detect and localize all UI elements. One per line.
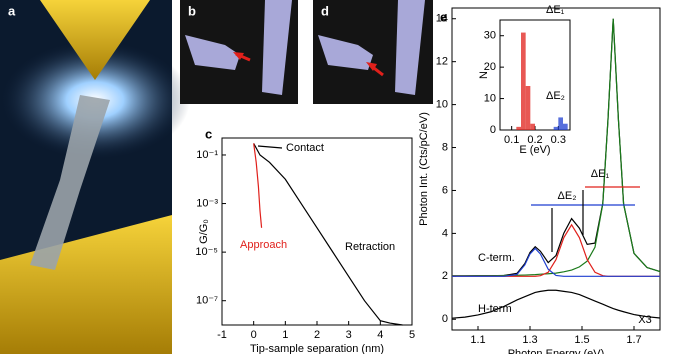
plot-frame [451, 7, 661, 331]
y-tick-label: 10⁻⁵ [195, 246, 218, 258]
x-axis-label: E (eV) [519, 144, 550, 156]
arrow [257, 145, 283, 149]
series-label: H-term [478, 303, 512, 315]
y-tick-label: 10⁻¹ [196, 149, 218, 161]
panel-d-image: d [313, 0, 433, 104]
annotation: X3 [638, 314, 651, 326]
x-tick-label: 1.7 [626, 334, 641, 346]
x-tick-label: 1 [282, 329, 288, 341]
y-tick-label: 20 [484, 61, 496, 73]
x-tick-label: -1 [217, 329, 227, 341]
y-tick-label: 10⁻³ [196, 197, 218, 209]
y-tick-label: 14 [436, 13, 448, 25]
series-label: Retraction [345, 241, 395, 253]
x-tick-label: 0.1 [504, 134, 519, 146]
panel-label: c [205, 126, 212, 141]
histogram-bar [516, 126, 521, 130]
series-line [452, 223, 660, 277]
x-tick-label: 1.1 [470, 334, 485, 346]
y-axis-label: G/G₀ [198, 219, 210, 244]
panel-label: d [321, 3, 329, 18]
x-axis-label: Photon Energy (eV) [508, 348, 605, 354]
series-line [253, 143, 263, 228]
y-tick-label: 10 [436, 99, 448, 111]
y-tick-label: 2 [442, 270, 448, 282]
histogram-bar [521, 32, 526, 131]
x-tick-label: 5 [409, 329, 415, 341]
y-tick-label: 10 [484, 92, 496, 104]
annotation: ΔE₂ [558, 190, 577, 202]
y-tick-label: 30 [484, 30, 496, 42]
x-tick-label: 0 [251, 329, 257, 341]
x-tick-label: 1.5 [574, 334, 589, 346]
x-tick-label: 3 [346, 329, 352, 341]
y-tick-label: 0 [442, 313, 448, 325]
histogram-bar [563, 123, 568, 130]
series-line [452, 18, 661, 277]
series-label: C-term. [478, 252, 515, 264]
annotation: ΔE₁ [546, 4, 565, 16]
histogram-bar [553, 126, 559, 130]
series-line [451, 289, 661, 319]
annotation: ΔE₂ [546, 90, 565, 102]
histogram-bar [530, 123, 535, 130]
y-tick-label: 0 [490, 124, 496, 136]
x-tick-label: 0.3 [551, 134, 566, 146]
y-tick-label: 8 [442, 141, 448, 153]
y-tick-label: 6 [442, 184, 448, 196]
plot-frame [221, 137, 413, 326]
x-axis-label: Tip-sample separation (nm) [250, 343, 384, 354]
panel-label: a [8, 3, 16, 18]
panel-a-image: a [0, 0, 190, 354]
annotation: ΔE₁ [591, 168, 610, 180]
histogram-bar [558, 117, 563, 130]
y-tick-label: 4 [442, 227, 448, 239]
series-line [452, 247, 660, 277]
series-label: Approach [240, 239, 287, 251]
y-tick-label: 12 [436, 56, 448, 68]
x-tick-label: 4 [377, 329, 383, 341]
plot-frame [499, 19, 571, 131]
y-tick-label: 10⁻⁷ [196, 295, 218, 307]
y-axis-label: Photon Int. (Cts/pC/eV) [418, 112, 430, 226]
panel-label: e [440, 9, 447, 24]
x-tick-label: 0.2 [527, 134, 542, 146]
annotation: Contact [286, 142, 324, 154]
x-tick-label: 1.3 [522, 334, 537, 346]
histogram-bar [525, 86, 531, 130]
panel-label: b [188, 3, 196, 18]
panel-b-image: b [180, 0, 298, 104]
x-tick-label: 2 [314, 329, 320, 341]
y-axis-label: N [478, 71, 490, 79]
series-line [253, 143, 403, 326]
